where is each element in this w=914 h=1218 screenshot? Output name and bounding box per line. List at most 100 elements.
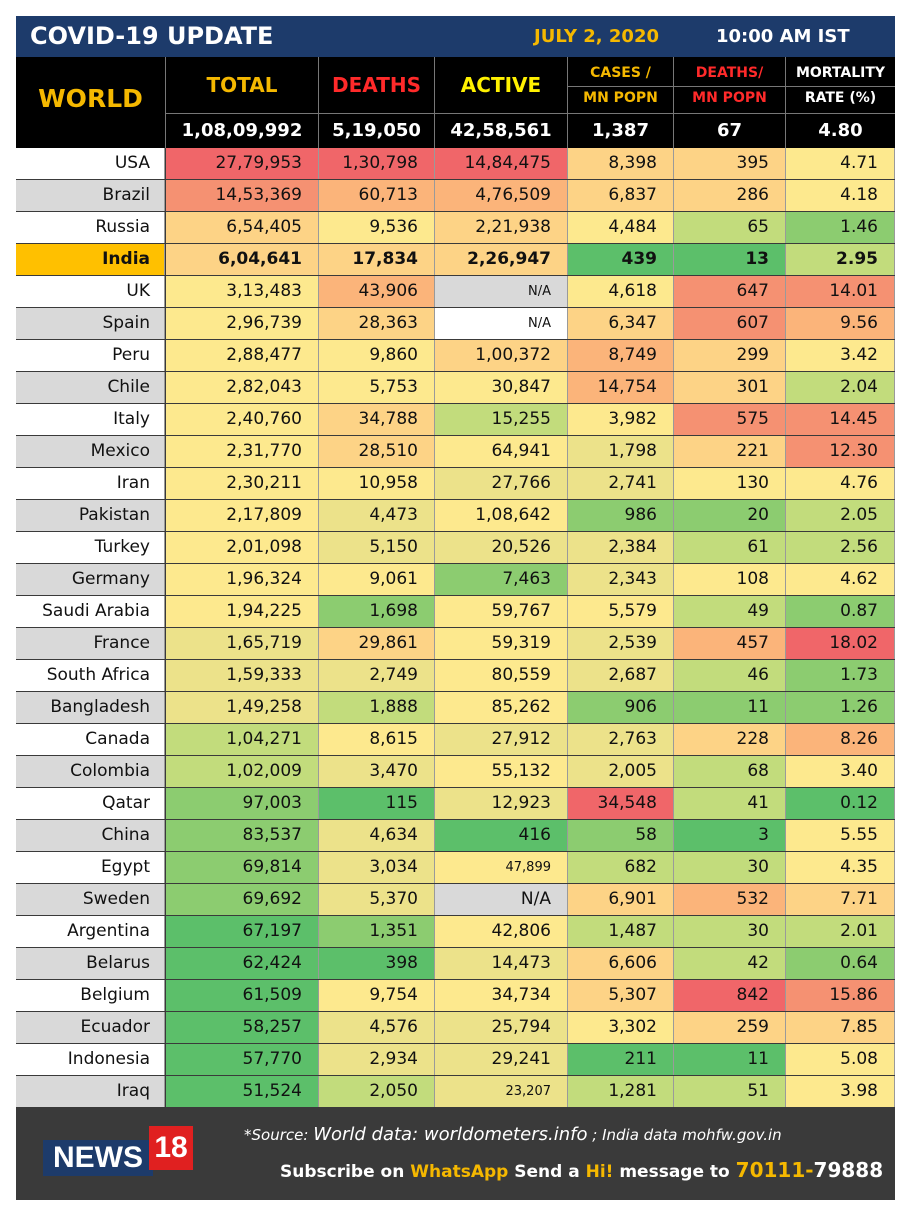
phone-number-part2: 79888	[813, 1158, 884, 1182]
country-name: India	[16, 244, 165, 275]
country-name: China	[16, 820, 165, 851]
cell-deaths: 29,861	[319, 628, 435, 659]
source-india: India data mohfw.gov.in	[602, 1126, 782, 1144]
cell-deaths: 28,363	[319, 308, 435, 339]
message-text: message to	[619, 1162, 730, 1182]
cell-deaths-mn: 68	[674, 756, 786, 787]
cell-deaths: 1,698	[319, 596, 435, 627]
country-name: Belgium	[16, 980, 165, 1011]
col-total-header: TOTAL	[206, 73, 278, 97]
cell-total: 1,49,258	[166, 692, 319, 723]
cell-mortality: 2.05	[786, 500, 895, 531]
cell-deaths-mn: 647	[674, 276, 786, 307]
cell-total: 83,537	[166, 820, 319, 851]
country-name: Sweden	[16, 884, 165, 915]
cell-active: 4,76,509	[435, 180, 568, 211]
send-text: Send a	[514, 1162, 580, 1182]
cell-deaths-mn: 11	[674, 692, 786, 723]
cell-total: 51,524	[166, 1076, 319, 1107]
cell-active: 30,847	[435, 372, 568, 403]
table-header: WORLD TOTAL DEATHS ACTIVE CASES / MN POP…	[16, 57, 895, 148]
country-name: Colombia	[16, 756, 165, 787]
table-row: Egypt 69,814 3,034 47,899 682 30 4.35	[16, 852, 895, 884]
column-divider	[318, 57, 319, 148]
cell-deaths-mn: 221	[674, 436, 786, 467]
table-row: Argentina 67,197 1,351 42,806 1,487 30 2.01	[16, 916, 895, 948]
col-cases-mn-header-1: CASES /	[590, 65, 651, 81]
cell-cases-mn: 8,749	[568, 340, 674, 371]
cell-cases-mn: 3,302	[568, 1012, 674, 1043]
cell-total: 1,94,225	[166, 596, 319, 627]
table-row: Mexico 2,31,770 28,510 64,941 1,798 221 12.30	[16, 436, 895, 468]
cell-total: 62,424	[166, 948, 319, 979]
table-row: Spain 2,96,739 28,363 N/A 6,347 607 9.56	[16, 308, 895, 340]
country-name: Argentina	[16, 916, 165, 947]
country-name: Spain	[16, 308, 165, 339]
update-time: 10:00 AM IST	[716, 26, 850, 47]
cell-active: 15,255	[435, 404, 568, 435]
cell-mortality: 5.08	[786, 1044, 895, 1075]
cell-deaths: 9,061	[319, 564, 435, 595]
col-active-header: ACTIVE	[460, 73, 542, 97]
cell-active: 7,463	[435, 564, 568, 595]
cell-active: 47,899	[435, 852, 568, 883]
cell-active: 2,21,938	[435, 212, 568, 243]
cell-deaths: 60,713	[319, 180, 435, 211]
cell-deaths-mn: 607	[674, 308, 786, 339]
cell-mortality: 2.01	[786, 916, 895, 947]
cell-deaths: 9,754	[319, 980, 435, 1011]
table-row: Bangladesh 1,49,258 1,888 85,262 906 11 1.26	[16, 692, 895, 724]
table-row: USA 27,79,953 1,30,798 14,84,475 8,398 395 4.7…	[16, 148, 895, 180]
country-name: USA	[16, 148, 165, 179]
cell-deaths: 1,30,798	[319, 148, 435, 179]
table-row: Peru 2,88,477 9,860 1,00,372 8,749 299 3.42	[16, 340, 895, 372]
cell-deaths: 5,370	[319, 884, 435, 915]
cell-total: 1,04,271	[166, 724, 319, 755]
cell-deaths-mn: 842	[674, 980, 786, 1011]
covid-update-card: COVID-19 UPDATE JULY 2, 2020 10:00 AM IS…	[16, 16, 895, 1200]
col-mortality-header-2: RATE (%)	[804, 90, 877, 106]
cell-deaths: 5,150	[319, 532, 435, 563]
country-name: Turkey	[16, 532, 165, 563]
world-mortality: 4.80	[818, 120, 863, 141]
country-name: Iraq	[16, 1076, 165, 1107]
world-deaths-mn: 67	[716, 120, 743, 141]
subscribe-text: Subscribe on	[280, 1162, 405, 1182]
cell-deaths-mn: 299	[674, 340, 786, 371]
country-name: South Africa	[16, 660, 165, 691]
header-divider	[166, 113, 895, 114]
country-name: Iran	[16, 468, 165, 499]
cell-active: 42,806	[435, 916, 568, 947]
cell-active: 55,132	[435, 756, 568, 787]
logo-18: 18	[149, 1126, 193, 1170]
cell-deaths: 115	[319, 788, 435, 819]
cell-total: 2,31,770	[166, 436, 319, 467]
source-label: *Source:	[244, 1126, 309, 1144]
cell-mortality: 7.71	[786, 884, 895, 915]
cell-mortality: 4.71	[786, 148, 895, 179]
source-world: World data: worldometers.info	[313, 1124, 588, 1145]
cell-total: 1,59,333	[166, 660, 319, 691]
table-row: Canada 1,04,271 8,615 27,912 2,763 228 8.26	[16, 724, 895, 756]
cell-total: 27,79,953	[166, 148, 319, 179]
cell-active: 14,84,475	[435, 148, 568, 179]
cell-cases-mn: 1,281	[568, 1076, 674, 1107]
table-row: Germany 1,96,324 9,061 7,463 2,343 108 4.62	[16, 564, 895, 596]
cell-deaths: 9,860	[319, 340, 435, 371]
hi-text: Hi!	[585, 1162, 614, 1182]
cell-active: 59,767	[435, 596, 568, 627]
whatsapp-subscribe: Subscribe on WhatsApp Send a Hi! message…	[280, 1158, 883, 1182]
cell-total: 67,197	[166, 916, 319, 947]
cell-deaths: 4,473	[319, 500, 435, 531]
cell-total: 97,003	[166, 788, 319, 819]
cell-deaths-mn: 65	[674, 212, 786, 243]
cell-deaths: 4,576	[319, 1012, 435, 1043]
cell-cases-mn: 6,837	[568, 180, 674, 211]
cell-deaths: 2,050	[319, 1076, 435, 1107]
cell-cases-mn: 2,539	[568, 628, 674, 659]
cell-total: 69,692	[166, 884, 319, 915]
column-divider	[434, 57, 435, 148]
country-name: Qatar	[16, 788, 165, 819]
table-row: Saudi Arabia 1,94,225 1,698 59,767 5,579 49 0.…	[16, 596, 895, 628]
cell-mortality: 3.40	[786, 756, 895, 787]
